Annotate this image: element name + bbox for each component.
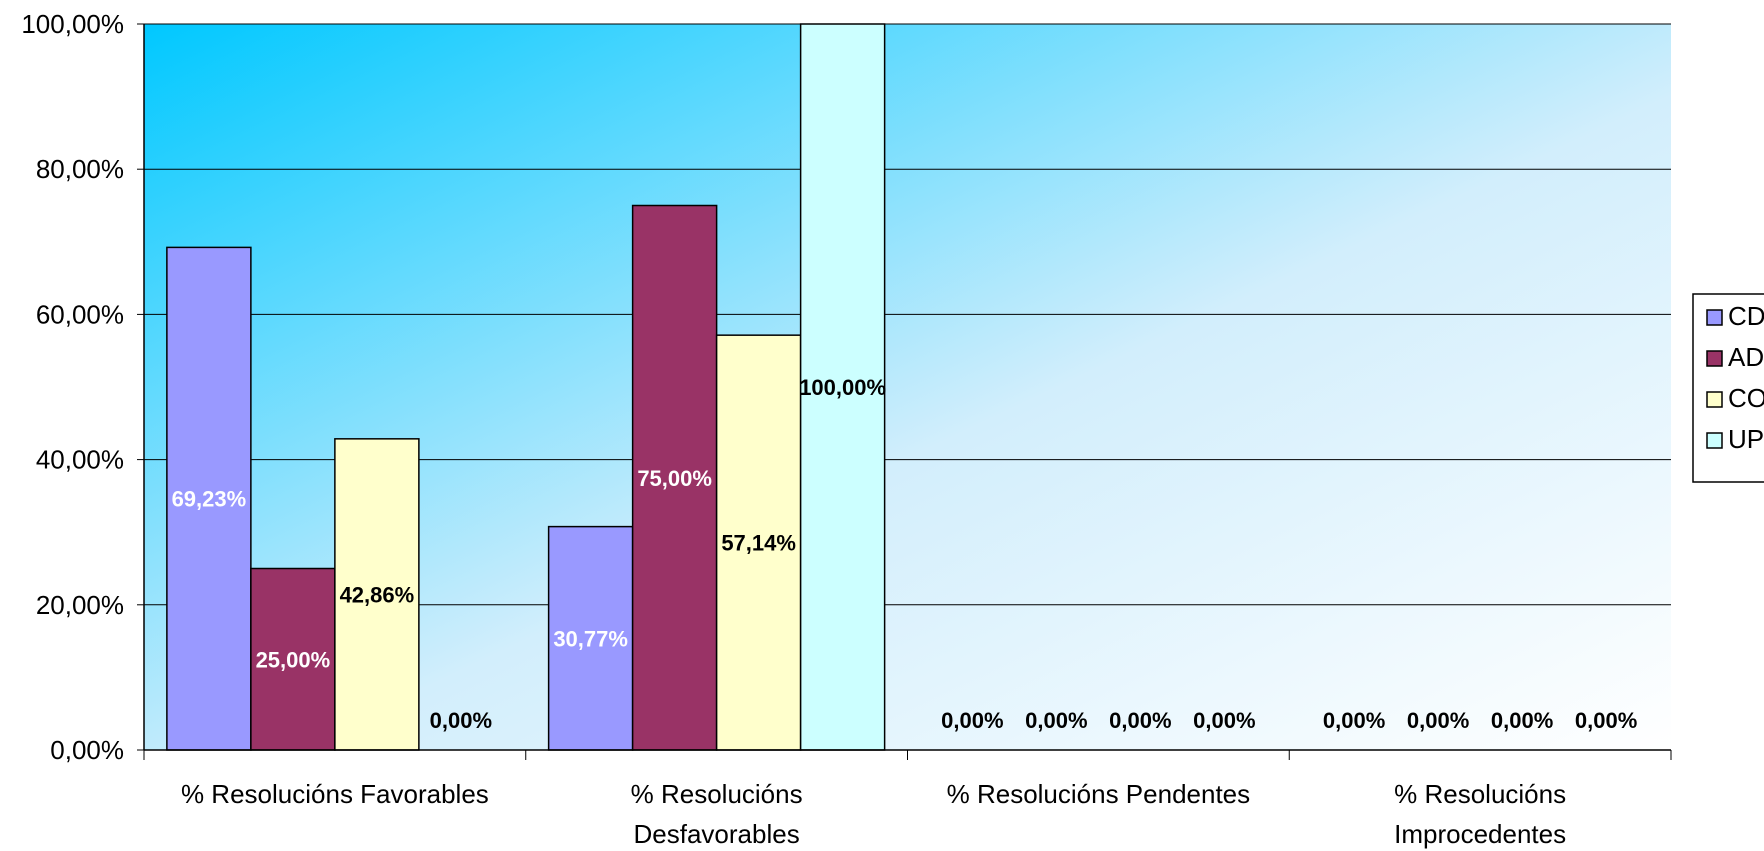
data-labels: 69,23% 30,77% 0,00% 0,00% 25,00% 75,00% 0,00% 0… bbox=[172, 375, 1638, 733]
y-tick-label: 40,00% bbox=[36, 445, 124, 475]
data-label: 100,00% bbox=[799, 375, 886, 400]
axes bbox=[137, 23, 1672, 760]
data-label: 0,00% bbox=[1025, 708, 1087, 733]
legend-box bbox=[1692, 293, 1764, 483]
legend-swatch bbox=[1706, 350, 1723, 367]
bar-cd bbox=[166, 246, 252, 751]
legend-label: CD bbox=[1728, 301, 1764, 331]
data-label: 0,00% bbox=[1575, 708, 1637, 733]
y-tick-label: 20,00% bbox=[36, 590, 124, 620]
legend: CD AD CO UP bbox=[1692, 293, 1764, 483]
y-tick-label: 100,00% bbox=[21, 9, 124, 39]
x-category-label: % Resolucións Pendentes bbox=[947, 779, 1251, 809]
data-label: 57,14% bbox=[721, 531, 796, 556]
data-label: 42,86% bbox=[340, 582, 415, 607]
legend-swatch bbox=[1706, 432, 1723, 449]
bar-up bbox=[799, 23, 886, 751]
bar-cd bbox=[547, 525, 634, 751]
data-label: 0,00% bbox=[1407, 708, 1469, 733]
bars bbox=[166, 23, 886, 751]
legend-swatch bbox=[1706, 309, 1723, 326]
data-label: 0,00% bbox=[1193, 708, 1255, 733]
data-label: 0,00% bbox=[1491, 708, 1553, 733]
data-label: 0,00% bbox=[941, 708, 1003, 733]
y-tick-label: 60,00% bbox=[36, 299, 124, 329]
bar-co bbox=[334, 438, 420, 751]
data-label: 0,00% bbox=[430, 708, 492, 733]
x-category-label: % Resolucións Improcedentes bbox=[1394, 779, 1566, 849]
data-label: 0,00% bbox=[1323, 708, 1385, 733]
legend-label: UP bbox=[1728, 424, 1764, 454]
x-axis-category-labels: % Resolucións Favorables % Resolucións Des… bbox=[181, 779, 1566, 849]
y-axis-tick-labels: 0,00% 20,00% 40,00% 60,00% 80,00% 100,00% bbox=[21, 9, 124, 765]
data-label: 30,77% bbox=[553, 626, 628, 651]
data-label: 25,00% bbox=[256, 647, 331, 672]
data-label: 75,00% bbox=[637, 466, 712, 491]
x-category-label: % Resolucións Favorables bbox=[181, 779, 489, 809]
data-label: 0,00% bbox=[1109, 708, 1171, 733]
legend-label: AD bbox=[1728, 342, 1764, 372]
data-label: 69,23% bbox=[172, 487, 247, 512]
legend-swatch bbox=[1706, 391, 1723, 408]
y-tick-label: 0,00% bbox=[50, 735, 124, 765]
x-category-label: % Resolucións Desfavorables bbox=[631, 779, 803, 849]
bar-co bbox=[715, 334, 802, 751]
legend-label: CO bbox=[1728, 383, 1764, 413]
y-tick-label: 80,00% bbox=[36, 154, 124, 184]
